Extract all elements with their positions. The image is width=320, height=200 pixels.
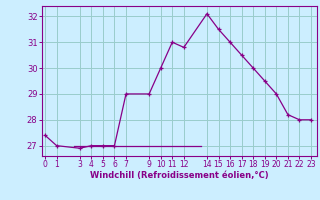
X-axis label: Windchill (Refroidissement éolien,°C): Windchill (Refroidissement éolien,°C)	[90, 171, 268, 180]
